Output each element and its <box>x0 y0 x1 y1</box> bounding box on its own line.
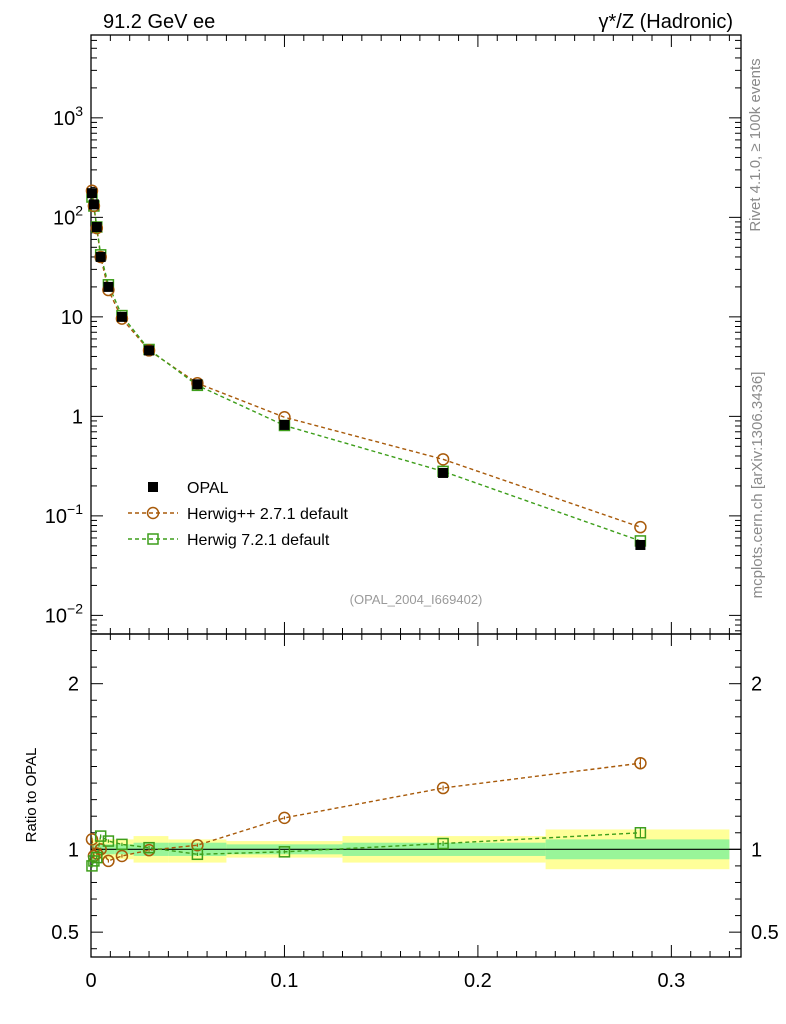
main-point <box>634 520 647 534</box>
ratio-point <box>102 835 115 847</box>
ratio-point <box>278 846 291 858</box>
ratio-point <box>436 781 450 795</box>
ratio-point <box>115 849 129 863</box>
legend-marker-2 <box>147 533 159 545</box>
ratio-point <box>143 841 155 854</box>
ratio-xtick-label: 0 <box>85 970 96 992</box>
ratio-point <box>91 851 103 864</box>
main-series-line-2 <box>91 196 641 542</box>
ratio-point <box>116 838 128 851</box>
ratio-point <box>85 833 99 846</box>
ratio-point <box>437 837 449 850</box>
ratio-ytick-label-left: 2 <box>68 674 79 696</box>
ratio-xtick-label: 0.2 <box>464 970 492 992</box>
main-point <box>279 419 290 430</box>
ratio-ytick-label-right: 1 <box>751 839 762 861</box>
main-plot: 10−2 10−1 1 10 102 103 <box>45 34 742 635</box>
main-point <box>635 539 646 550</box>
ratio-bands <box>91 829 741 870</box>
legend-label-1: Herwig++ 2.7.1 default <box>187 506 349 523</box>
ratio-plot: 0 0.1 0.2 0.3 0.5 0.5 1 1 2 2 <box>51 633 779 992</box>
mcplots-label: mcplots.cern.ch [arXiv:1306.3436] <box>749 372 766 599</box>
main-point <box>436 453 450 466</box>
ratio-xtick-label: 0.1 <box>271 970 299 992</box>
main-series-line-1 <box>91 190 641 528</box>
main-ytick-label: 10−2 <box>45 600 83 627</box>
legend-label-0: OPAL <box>187 480 229 497</box>
main-point <box>95 251 106 262</box>
ratio-ytick-label-left: 1 <box>68 839 79 861</box>
ratio-point <box>191 848 204 861</box>
main-ytick-label: 103 <box>53 103 83 130</box>
ratio-point <box>88 855 100 867</box>
ratio-xtick-label: 0.3 <box>657 970 685 992</box>
main-point <box>88 199 99 210</box>
rivet-label: Rivet 4.1.0, ≥ 100k events <box>747 58 764 231</box>
ratio-ytick-label-right: 2 <box>751 674 762 696</box>
ratio-ytick-label-left: 0.5 <box>51 922 79 944</box>
main-ytick-label: 10−1 <box>45 501 83 528</box>
ratio-frame <box>90 633 742 958</box>
ratio-ytick-label-right: 0.5 <box>751 922 779 944</box>
main-point <box>192 379 203 390</box>
main-point <box>91 221 102 232</box>
main-point <box>438 467 449 478</box>
legend-label-2: Herwig 7.2.1 default <box>187 532 330 549</box>
main-point <box>94 250 107 264</box>
ratio-point <box>634 827 647 839</box>
main-point <box>103 281 114 292</box>
legend: OPAL Herwig++ 2.7.1 default Herwig 7.2.1 d… <box>128 480 349 549</box>
ratio-ylabel: Ratio to OPAL <box>23 748 40 843</box>
main-point <box>116 311 127 322</box>
analysis-id: (OPAL_2004_I669402) <box>350 592 483 607</box>
ratio-point <box>278 811 291 825</box>
ratio-point <box>634 756 647 770</box>
header-right: γ*/Z (Hadronic) <box>599 11 733 33</box>
main-point <box>86 188 97 199</box>
ratio-point <box>94 843 107 856</box>
main-ytick-label: 1 <box>72 406 83 428</box>
legend-marker-1 <box>146 506 160 520</box>
ratio-point <box>102 854 115 868</box>
main-ytick-label: 102 <box>53 202 83 229</box>
main-ytick-label: 10 <box>61 307 83 329</box>
header-left: 91.2 GeV ee <box>103 11 215 33</box>
ratio-series-line-1 <box>91 832 641 867</box>
main-point <box>142 344 156 357</box>
legend-marker-0 <box>148 482 158 492</box>
ratio-point <box>191 838 204 852</box>
main-point <box>144 345 155 356</box>
ratio-series-line-0 <box>91 762 641 862</box>
